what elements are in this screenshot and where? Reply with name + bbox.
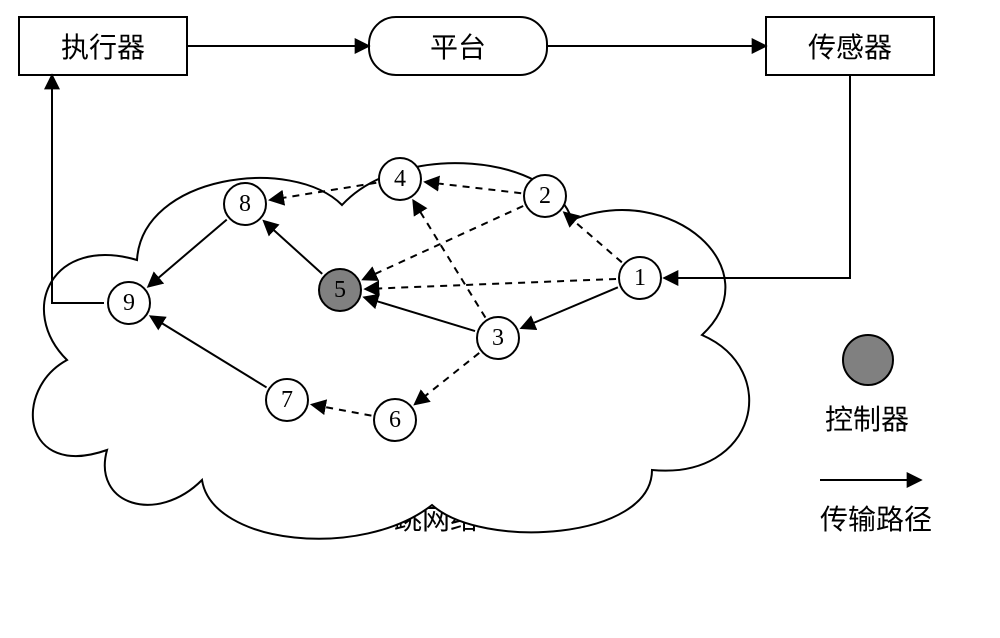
sensor-label: 传感器 <box>808 26 892 66</box>
sensor-box: 传感器 <box>765 16 935 76</box>
platform-box: 平台 <box>368 16 548 76</box>
network-node-2: 2 <box>523 174 567 218</box>
legend-controller-label: 控制器 <box>825 398 909 438</box>
actuator-box: 执行器 <box>18 16 188 76</box>
actuator-label: 执行器 <box>61 26 145 66</box>
legend-path-label: 传输路径 <box>820 498 932 538</box>
network-node-6: 6 <box>373 398 417 442</box>
platform-label: 平台 <box>430 26 486 66</box>
legend-controller-icon <box>842 334 894 386</box>
network-node-4: 4 <box>378 157 422 201</box>
network-node-1: 1 <box>618 256 662 300</box>
network-node-8: 8 <box>223 182 267 226</box>
controller-node-5: 5 <box>318 268 362 312</box>
network-node-3: 3 <box>476 316 520 360</box>
network-node-9: 9 <box>107 281 151 325</box>
network-node-7: 7 <box>265 378 309 422</box>
